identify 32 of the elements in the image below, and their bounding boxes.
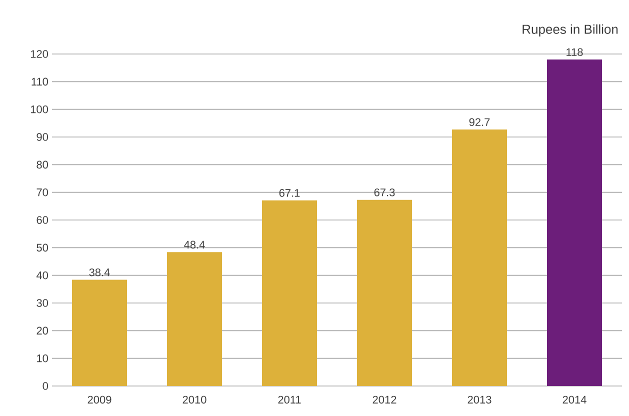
y-tick-label: 60: [36, 216, 48, 224]
bar: [452, 130, 507, 386]
data-label: 67.3: [374, 188, 395, 196]
y-tick-label: 40: [36, 271, 48, 280]
data-label: 67.1: [279, 189, 300, 197]
x-tick-label: 2009: [88, 396, 112, 404]
x-tick-label: 2012: [372, 396, 396, 404]
x-tick-label: 2011: [278, 396, 301, 404]
y-tick-label: 120: [30, 50, 48, 58]
x-tick-label: 2010: [182, 396, 206, 404]
y-tick-label: 80: [36, 160, 48, 169]
y-tick-label: 110: [32, 78, 48, 86]
y-axis-title: Rupees in Billion: [522, 24, 618, 36]
data-label: 118: [566, 48, 583, 56]
y-tick-label: 0: [42, 382, 48, 390]
y-tick-label: 90: [36, 133, 48, 141]
y-tick-label: 100: [30, 105, 48, 114]
bar: [72, 280, 128, 386]
bar: [357, 200, 412, 386]
data-label: 38.4: [89, 268, 110, 276]
y-tick-label: 20: [36, 326, 48, 335]
y-tick-label: 10: [37, 354, 48, 362]
x-tick-label: 2014: [562, 396, 586, 404]
y-tick-label: 30: [36, 299, 48, 307]
data-label: 92.7: [469, 118, 490, 126]
y-tick-label: 50: [36, 244, 48, 252]
bar: [262, 200, 318, 386]
x-tick-label: 2013: [468, 396, 492, 404]
bar: [167, 252, 222, 386]
y-tick-label: 70: [36, 188, 48, 196]
data-label: 48.4: [184, 240, 205, 249]
bar: [547, 60, 602, 386]
